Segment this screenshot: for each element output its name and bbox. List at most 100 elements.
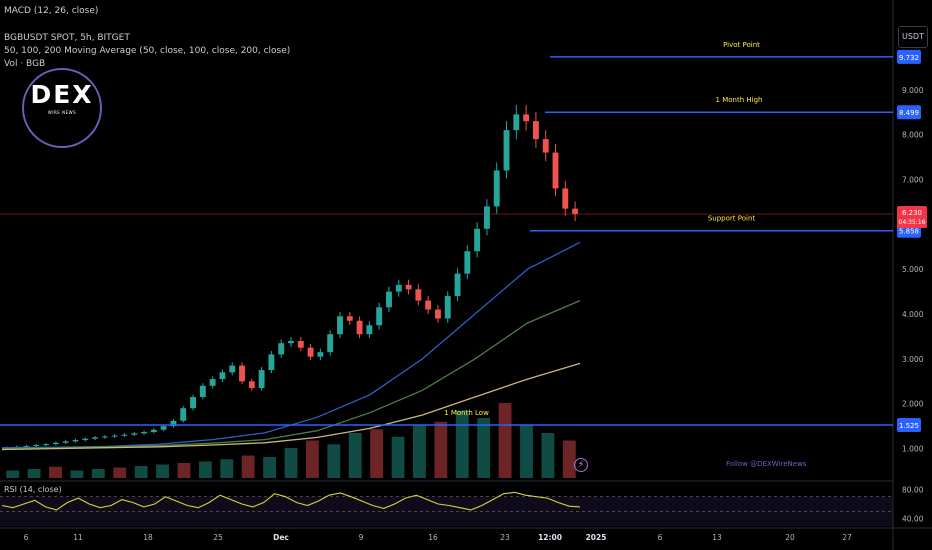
level-price-tag [897,105,921,120]
candle [513,114,520,131]
volume-bar [70,470,84,478]
candle [180,408,187,421]
candle [483,206,490,229]
price-tick-label: 3.000 [902,355,924,364]
level-price-tag [897,418,921,433]
candle [366,325,373,335]
candle [435,309,441,319]
candle [444,296,451,319]
time-tick-label: 6 [658,533,663,542]
candle [474,228,481,252]
time-tick-label: 12:00 [538,533,562,542]
candle [62,441,69,443]
candle [199,385,206,398]
time-tick-label: 11 [73,533,83,542]
candle [376,307,383,326]
volume-bar [27,469,41,478]
rsi-tick-label: 40.00 [902,515,924,524]
volume-bar [391,436,405,478]
candle [532,121,539,140]
price-tick-label: 8.000 [902,131,924,140]
candle [248,381,255,389]
candle [150,429,157,433]
volume-bar [520,425,533,478]
candle [493,170,500,207]
candle [23,445,30,447]
volume-bar [327,444,341,478]
time-tick-label: Dec [273,533,289,542]
currency-button[interactable]: USDT [898,26,928,48]
price-tick-label: 2.000 [902,400,924,409]
candle [239,365,245,382]
dex-logo-text: DEX [30,80,94,109]
candle [405,284,412,290]
candle [337,316,343,335]
volume-bar [91,469,105,478]
volume-bar [220,459,234,478]
volume-bar [241,455,255,478]
volume-bar [562,440,576,478]
price-tick-label: 1.000 [902,445,924,454]
price-tick-label: 9.000 [902,86,924,95]
time-tick-label: 6 [24,533,29,542]
candle [209,379,216,386]
candle [503,130,510,171]
symbol-legend[interactable]: BGBUSDT SPOT, 5h, BITGET [4,33,130,43]
candle [278,343,285,355]
moving-average-legend[interactable]: 50, 100, 200 Moving Average (50, close, … [4,46,291,56]
volume-bar [370,429,384,478]
candle [258,370,265,389]
time-tick-label: 13 [712,533,722,542]
volume-bar [284,448,298,478]
candle [160,426,167,430]
candle [268,354,275,371]
lightning-icon[interactable]: ⚡ [574,458,588,472]
level-price-text: 5.858 [899,228,919,236]
time-tick-label: 25 [213,533,223,542]
candle [72,440,79,442]
candle [386,291,392,308]
candle [572,208,579,215]
volume-bar [49,466,62,478]
level-price-text: 1.525 [899,422,919,430]
volume-bar [477,418,491,478]
candle [454,273,461,297]
candle [562,188,569,209]
time-tick-label: 16 [428,533,438,542]
volume-bar [134,466,148,478]
volume-bar [305,440,319,478]
volume-bar [434,421,448,478]
candle [190,397,196,409]
volume-bar [413,425,426,478]
dex-logo: DEX WIRE NEWS [22,68,102,148]
rsi-title: RSI (14, close) [4,485,62,494]
volume-bar [263,457,277,478]
candle [307,347,314,357]
moving-average-line [1,300,581,450]
volume-bar [541,433,555,478]
candle [131,433,138,435]
volume-bar [455,410,469,478]
level-label: Pivot Point [723,41,760,49]
rsi-tick-label: 80.00 [902,485,924,494]
level-price-tag [897,49,921,64]
candle [43,444,50,446]
level-price-text: 8.499 [899,109,919,117]
macd-legend[interactable]: MACD (12, 26, close) [4,6,99,16]
candle [425,300,432,310]
candle [415,289,422,301]
level-label: 1 Month High [716,96,763,104]
volume-bar [498,403,512,478]
time-tick-label: 20 [785,533,795,542]
candle [52,442,59,445]
time-tick-label: 9 [359,533,364,542]
volume-legend[interactable]: Vol · BGB [4,59,46,69]
candle [229,365,236,373]
follow-watermark: Follow @DEXWireNews [726,460,807,468]
level-price-text: 9.732 [899,54,919,62]
price-tick-label: 5.000 [902,265,924,274]
time-tick-label: 18 [143,533,153,542]
candle [82,438,89,441]
candle [219,372,226,380]
